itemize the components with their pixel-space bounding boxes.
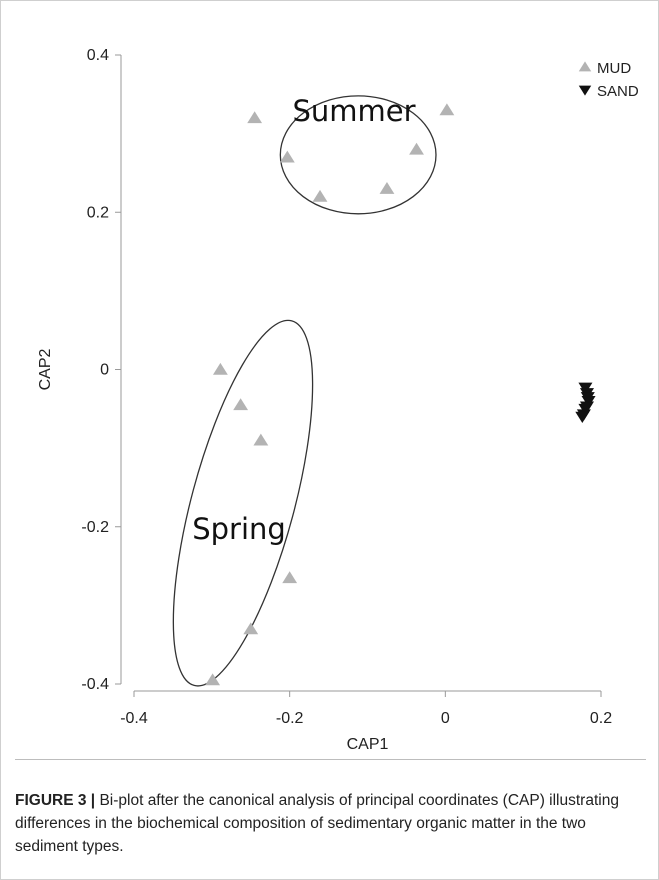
legend-label-mud: MUD (597, 60, 631, 77)
point-mud (409, 142, 424, 155)
y-tick-label: 0.2 (87, 204, 109, 221)
caption-divider (15, 759, 646, 760)
x-axis-title: CAP1 (347, 736, 389, 753)
point-mud (233, 398, 249, 411)
group-ellipse-spring (172, 319, 314, 687)
legend-marker-mud (578, 61, 592, 72)
figure-caption: FIGURE 3 | Bi-plot after the canonical a… (15, 789, 640, 858)
y-axis-title: CAP2 (37, 349, 54, 391)
point-mud (243, 622, 259, 635)
point-mud (439, 103, 455, 116)
y-tick-label: -0.2 (81, 519, 109, 536)
x-tick-label: -0.2 (276, 710, 304, 727)
point-mud (279, 150, 295, 163)
group-ellipse-summer (279, 95, 437, 215)
x-tick-label: -0.4 (120, 710, 148, 727)
point-mud (247, 111, 263, 124)
legend-label-sand: SAND (597, 83, 639, 100)
point-mud (379, 182, 395, 194)
y-tick-label: 0.4 (87, 47, 109, 64)
point-mud (282, 571, 298, 584)
point-sand (580, 392, 595, 404)
group-label-spring: Spring (192, 512, 286, 546)
y-tick-label: -0.4 (81, 676, 109, 693)
caption-text: Bi-plot after the canonical analysis of … (15, 791, 619, 855)
x-tick-label: 0.2 (590, 710, 612, 727)
point-sand (579, 401, 595, 413)
cap-biplot: 0.4 0.2 0 -0.2 -0.4 -0.4 -0.2 0 0.2 CAP1 CAP2 Summe… (37, 47, 639, 753)
x-tick-label: 0 (441, 710, 450, 727)
point-mud (212, 362, 228, 375)
point-mud (205, 673, 221, 686)
group-label-summer: Summer (292, 94, 415, 128)
y-tick-label: 0 (100, 362, 109, 379)
point-mud (312, 189, 328, 202)
point-sand (575, 411, 590, 423)
caption-label: FIGURE 3 | (15, 791, 96, 809)
point-mud (253, 433, 269, 446)
legend-marker-sand (578, 85, 592, 96)
